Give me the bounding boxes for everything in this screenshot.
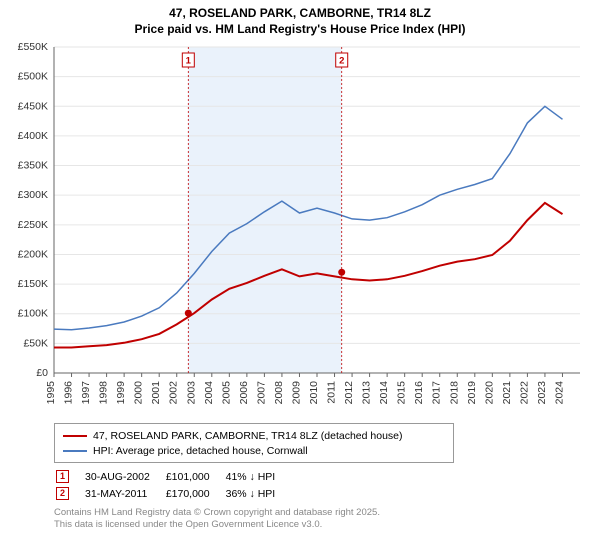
footer-line-1: Contains HM Land Registry data © Crown c… xyxy=(54,507,592,518)
marker-cell: 2 xyxy=(56,486,83,501)
marker-1-icon: 1 xyxy=(56,470,69,483)
sale-points-table: 1 30-AUG-2002 £101,000 41% ↓ HPI 2 31-MA… xyxy=(54,467,291,503)
legend-label-hpi: HPI: Average price, detached house, Corn… xyxy=(93,445,308,457)
svg-text:2019: 2019 xyxy=(466,381,478,405)
svg-text:1999: 1999 xyxy=(115,381,127,405)
svg-text:2001: 2001 xyxy=(150,381,162,405)
svg-text:£150K: £150K xyxy=(18,278,48,290)
svg-text:2018: 2018 xyxy=(448,381,460,405)
legend-swatch-hpi xyxy=(63,450,87,452)
date-cell: 30-AUG-2002 xyxy=(85,469,164,484)
marker-2-icon: 2 xyxy=(56,487,69,500)
legend-swatch-price xyxy=(63,435,87,437)
svg-text:2014: 2014 xyxy=(378,381,390,405)
svg-text:£100K: £100K xyxy=(18,308,48,320)
svg-text:2006: 2006 xyxy=(238,381,250,405)
svg-text:2020: 2020 xyxy=(483,381,495,405)
footer-attribution: Contains HM Land Registry data © Crown c… xyxy=(54,507,592,530)
title-line-1: 47, ROSELAND PARK, CAMBORNE, TR14 8LZ xyxy=(8,6,592,22)
svg-text:2002: 2002 xyxy=(168,381,180,405)
svg-text:2013: 2013 xyxy=(361,381,373,405)
svg-text:2011: 2011 xyxy=(326,381,338,404)
svg-text:£300K: £300K xyxy=(18,189,48,201)
svg-text:£550K: £550K xyxy=(18,41,48,53)
svg-text:1: 1 xyxy=(186,56,192,67)
svg-text:2008: 2008 xyxy=(273,381,285,405)
price-cell: £170,000 xyxy=(166,486,224,501)
svg-text:2012: 2012 xyxy=(343,381,355,405)
svg-text:2: 2 xyxy=(339,56,344,67)
svg-text:2021: 2021 xyxy=(501,381,513,405)
svg-text:2005: 2005 xyxy=(220,381,232,405)
svg-text:£400K: £400K xyxy=(18,130,48,142)
svg-text:£200K: £200K xyxy=(18,249,48,261)
delta-cell: 36% ↓ HPI xyxy=(226,486,290,501)
footer-line-2: This data is licensed under the Open Gov… xyxy=(54,519,592,530)
date-cell: 31-MAY-2011 xyxy=(85,486,164,501)
title-line-2: Price paid vs. HM Land Registry's House … xyxy=(8,22,592,38)
svg-text:£450K: £450K xyxy=(18,100,48,112)
legend-row-hpi: HPI: Average price, detached house, Corn… xyxy=(63,443,445,458)
svg-text:2010: 2010 xyxy=(308,381,320,405)
delta-cell: 41% ↓ HPI xyxy=(226,469,290,484)
svg-text:1997: 1997 xyxy=(80,381,92,405)
table-row: 1 30-AUG-2002 £101,000 41% ↓ HPI xyxy=(56,469,289,484)
svg-text:2017: 2017 xyxy=(431,381,443,405)
svg-text:£250K: £250K xyxy=(18,219,48,231)
legend-label-price: 47, ROSELAND PARK, CAMBORNE, TR14 8LZ (d… xyxy=(93,430,403,442)
svg-text:2024: 2024 xyxy=(553,381,565,405)
svg-text:1998: 1998 xyxy=(98,381,110,405)
chart-area: £0 £50K £100K £150K £200K £250K £300K £350K £400… xyxy=(8,39,592,419)
svg-text:2003: 2003 xyxy=(185,381,197,405)
line-chart-svg: £0 £50K £100K £150K £200K £250K £300K £350K £400… xyxy=(8,39,592,419)
svg-text:2022: 2022 xyxy=(518,381,530,405)
svg-text:1995: 1995 xyxy=(45,381,57,405)
svg-text:2016: 2016 xyxy=(413,381,425,405)
marker-cell: 1 xyxy=(56,469,83,484)
legend: 47, ROSELAND PARK, CAMBORNE, TR14 8LZ (d… xyxy=(54,423,454,463)
chart-title: 47, ROSELAND PARK, CAMBORNE, TR14 8LZ Pr… xyxy=(8,6,592,37)
svg-text:1996: 1996 xyxy=(63,381,75,405)
svg-text:2009: 2009 xyxy=(290,381,302,405)
svg-text:2004: 2004 xyxy=(203,381,215,405)
legend-row-price: 47, ROSELAND PARK, CAMBORNE, TR14 8LZ (d… xyxy=(63,428,445,443)
svg-text:£50K: £50K xyxy=(23,338,48,350)
svg-text:£500K: £500K xyxy=(18,71,48,83)
svg-text:£350K: £350K xyxy=(18,160,48,172)
svg-text:2007: 2007 xyxy=(255,381,267,405)
svg-text:2023: 2023 xyxy=(536,381,548,405)
table-row: 2 31-MAY-2011 £170,000 36% ↓ HPI xyxy=(56,486,289,501)
svg-text:2015: 2015 xyxy=(396,381,408,405)
svg-text:2000: 2000 xyxy=(133,381,145,405)
price-cell: £101,000 xyxy=(166,469,224,484)
svg-text:£0: £0 xyxy=(36,367,48,379)
